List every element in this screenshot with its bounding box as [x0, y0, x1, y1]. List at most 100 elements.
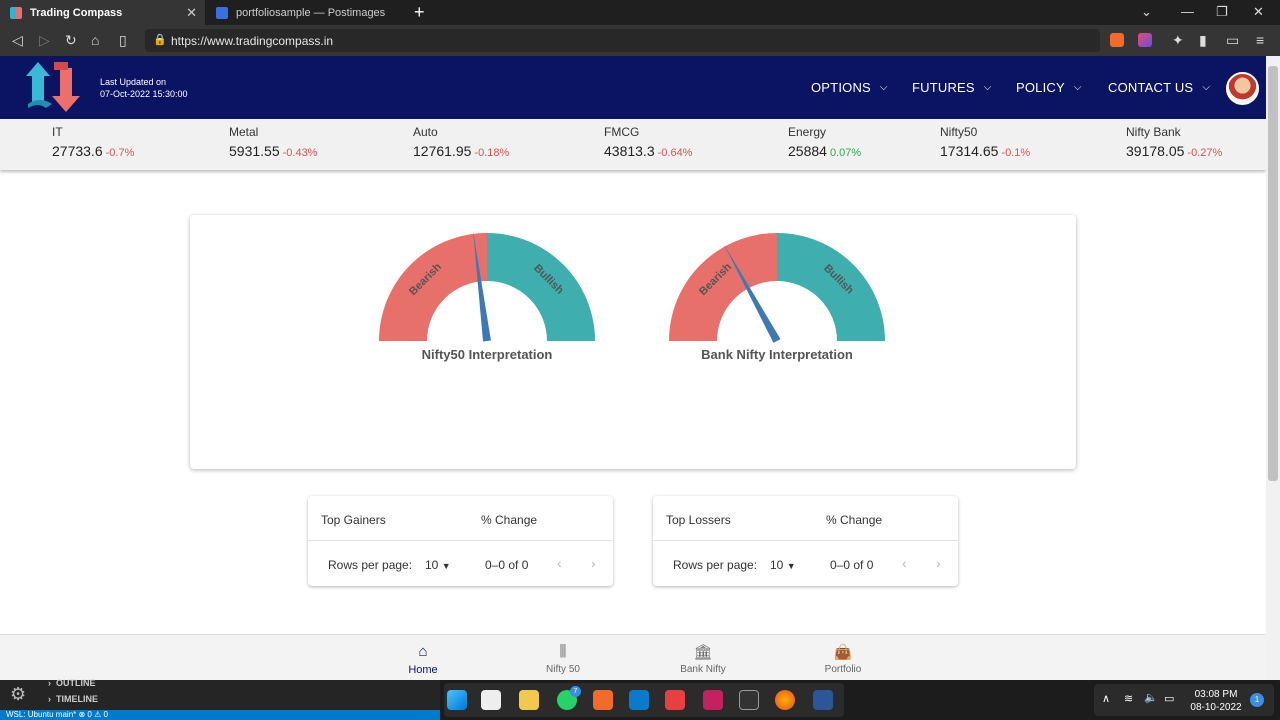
- menu-futures[interactable]: FUTURES ⌵: [912, 80, 992, 95]
- timeline-section[interactable]: › TIMELINE: [48, 694, 98, 704]
- menu-contact-us[interactable]: CONTACT US ⌵: [1108, 80, 1210, 95]
- back-icon[interactable]: ◁: [12, 32, 23, 48]
- terminal-icon[interactable]: [739, 690, 759, 710]
- next-page-icon[interactable]: ›: [936, 555, 941, 571]
- menu-futures-label: FUTURES: [912, 80, 975, 95]
- nav-nifty-50[interactable]: ⫼ Nifty 50: [523, 643, 603, 675]
- outline-label: OUTLINE: [56, 678, 96, 688]
- ticker-name: Auto: [413, 125, 438, 139]
- vscode-sidebar-strip: ⚙ › OUTLINE › TIMELINE: [0, 678, 440, 710]
- column-header[interactable]: Top Gainers: [321, 513, 386, 527]
- nav-bank-nifty-label: Bank Nifty: [680, 664, 726, 675]
- lock-icon: 🔒: [153, 34, 167, 46]
- nav-bank-nifty[interactable]: 🏛 Bank Nifty: [663, 643, 743, 675]
- brave-rewards-icon[interactable]: [1138, 33, 1152, 47]
- sidebar-icon[interactable]: ▮: [1199, 32, 1207, 48]
- chevron-up-icon[interactable]: ∧: [1102, 693, 1111, 705]
- firefox-icon[interactable]: [775, 690, 795, 710]
- ticker-item-fmcg: FMCG 43813.3 -0.64%: [604, 125, 692, 159]
- ticker-value: 39178.05: [1126, 143, 1185, 159]
- brave-browser-icon[interactable]: [593, 690, 613, 710]
- ticker-value: 17314.65: [940, 143, 999, 159]
- ticker-item-it: IT 27733.6 -0.7%: [52, 125, 134, 159]
- tab-trading-compass[interactable]: Trading Compass ✕: [0, 0, 205, 25]
- ticker-name: Metal: [229, 125, 259, 139]
- battery-icon[interactable]: ▭: [1164, 693, 1175, 705]
- reload-icon[interactable]: ↻: [65, 32, 77, 48]
- vscode-status-bar[interactable]: WSL: Ubuntu main* ⊗ 0 ⚠ 0: [0, 710, 440, 720]
- whatsapp-icon[interactable]: 7: [557, 686, 581, 710]
- home-icon[interactable]: ⌂: [91, 32, 100, 48]
- close-window-icon[interactable]: ✕: [1253, 4, 1264, 19]
- ticker-name: IT: [52, 125, 63, 139]
- previous-page-icon[interactable]: ‹: [557, 555, 562, 571]
- trading-compass-logo[interactable]: [24, 60, 84, 112]
- candlestick-icon: ⫼: [559, 643, 567, 660]
- briefcase-icon: 👜: [833, 644, 853, 661]
- extensions-icon[interactable]: ✦: [1172, 32, 1184, 48]
- file-explorer-icon[interactable]: [519, 690, 539, 710]
- gear-icon[interactable]: ⚙: [10, 684, 27, 704]
- forward-icon[interactable]: ▷: [39, 32, 50, 48]
- column-header[interactable]: % Change: [826, 513, 883, 527]
- ticker-item-nifty50: Nifty50 17314.65 -0.1%: [940, 125, 1030, 159]
- whatsapp-badge: 7: [570, 686, 581, 697]
- ticker-item-metal: Metal 5931.55 -0.43%: [229, 125, 317, 159]
- ticker-change: -0.27%: [1187, 147, 1223, 159]
- start-icon[interactable]: [447, 690, 467, 710]
- notification-badge[interactable]: 1: [1250, 693, 1264, 707]
- tab-postimages[interactable]: portfoliosample — Postimages: [206, 0, 406, 25]
- vscode-icon[interactable]: [629, 690, 649, 710]
- outline-section[interactable]: › OUTLINE: [48, 678, 96, 688]
- bookmark-icon[interactable]: ▯: [119, 32, 127, 48]
- nav-portfolio[interactable]: 👜 Portfolio: [803, 643, 883, 675]
- column-header[interactable]: Top Lossers: [666, 513, 731, 527]
- page-scrollbar[interactable]: [1266, 56, 1280, 680]
- caret-down-icon: ▼: [786, 561, 796, 571]
- last-updated: Last Updated on 07-Oct-2022 15:30:00: [100, 76, 188, 100]
- rows-per-page-select[interactable]: 10 ▼: [770, 558, 796, 572]
- top-lossers-table: Top Lossers % Change Rows per page: 10 ▼…: [653, 496, 958, 586]
- close-tab-icon[interactable]: ✕: [186, 5, 197, 20]
- next-page-icon[interactable]: ›: [591, 555, 596, 571]
- bottom-navigation: ⌂ Home ⫼ Nifty 50 🏛 Bank Nifty 👜 Portfol…: [0, 634, 1266, 680]
- rows-per-page-value: 10: [425, 558, 439, 572]
- word-icon[interactable]: [813, 690, 833, 710]
- wallet-icon[interactable]: ▭: [1226, 32, 1240, 48]
- previous-page-icon[interactable]: ‹: [902, 555, 907, 571]
- task-view-icon[interactable]: [481, 690, 501, 710]
- rows-per-page-label: Rows per page:: [673, 558, 758, 572]
- ticker-change: -0.64%: [657, 147, 693, 159]
- bearish-segment: [669, 233, 777, 341]
- browser-tab-bar: Trading Compass ✕ portfoliosample — Post…: [0, 0, 1280, 25]
- rows-per-page-select[interactable]: 10 ▼: [425, 558, 451, 572]
- menu-policy-label: POLICY: [1016, 80, 1065, 95]
- scrollbar-thumb[interactable]: [1268, 66, 1278, 481]
- address-toolbar: ◁ ▷ ↻ ⌂ ▯ 🔒 https://www.tradingcompass.i…: [0, 25, 1280, 56]
- bullish-segment: [487, 233, 595, 341]
- timeline-label: TIMELINE: [56, 694, 98, 704]
- wifi-icon[interactable]: ≋: [1124, 693, 1134, 705]
- nav-home[interactable]: ⌂ Home: [383, 643, 463, 676]
- column-header[interactable]: % Change: [481, 513, 538, 527]
- brave-shield-icon[interactable]: [1110, 33, 1124, 47]
- maximize-icon[interactable]: ❐: [1216, 4, 1228, 19]
- user-avatar[interactable]: [1226, 72, 1259, 105]
- url-field[interactable]: 🔒 https://www.tradingcompass.in: [145, 29, 1100, 52]
- browser-menu-icon[interactable]: ≡: [1256, 32, 1265, 48]
- clock-time: 03:08 PM: [1194, 689, 1238, 700]
- menu-options[interactable]: OPTIONS ⌵: [811, 80, 888, 95]
- media-player-icon[interactable]: [703, 690, 723, 710]
- ticker-change: -0.43%: [282, 147, 318, 159]
- ticker-item-auto: Auto 12761.95 -0.18%: [413, 125, 509, 159]
- volume-icon[interactable]: 🔈: [1144, 692, 1158, 704]
- tab-search-chevron-icon[interactable]: ⌄: [1141, 4, 1152, 19]
- taskbar-clock[interactable]: 03:08 PM 08-10-2022: [1186, 688, 1246, 714]
- new-tab-icon[interactable]: +: [414, 2, 425, 22]
- system-tray: ∧ ≋ 🔈 ▭: [1094, 684, 1274, 716]
- home-icon: ⌂: [418, 643, 428, 660]
- app-icon[interactable]: [665, 690, 685, 710]
- divider: [653, 540, 958, 541]
- menu-policy[interactable]: POLICY ⌵: [1016, 80, 1082, 95]
- minimize-icon[interactable]: —: [1181, 4, 1194, 19]
